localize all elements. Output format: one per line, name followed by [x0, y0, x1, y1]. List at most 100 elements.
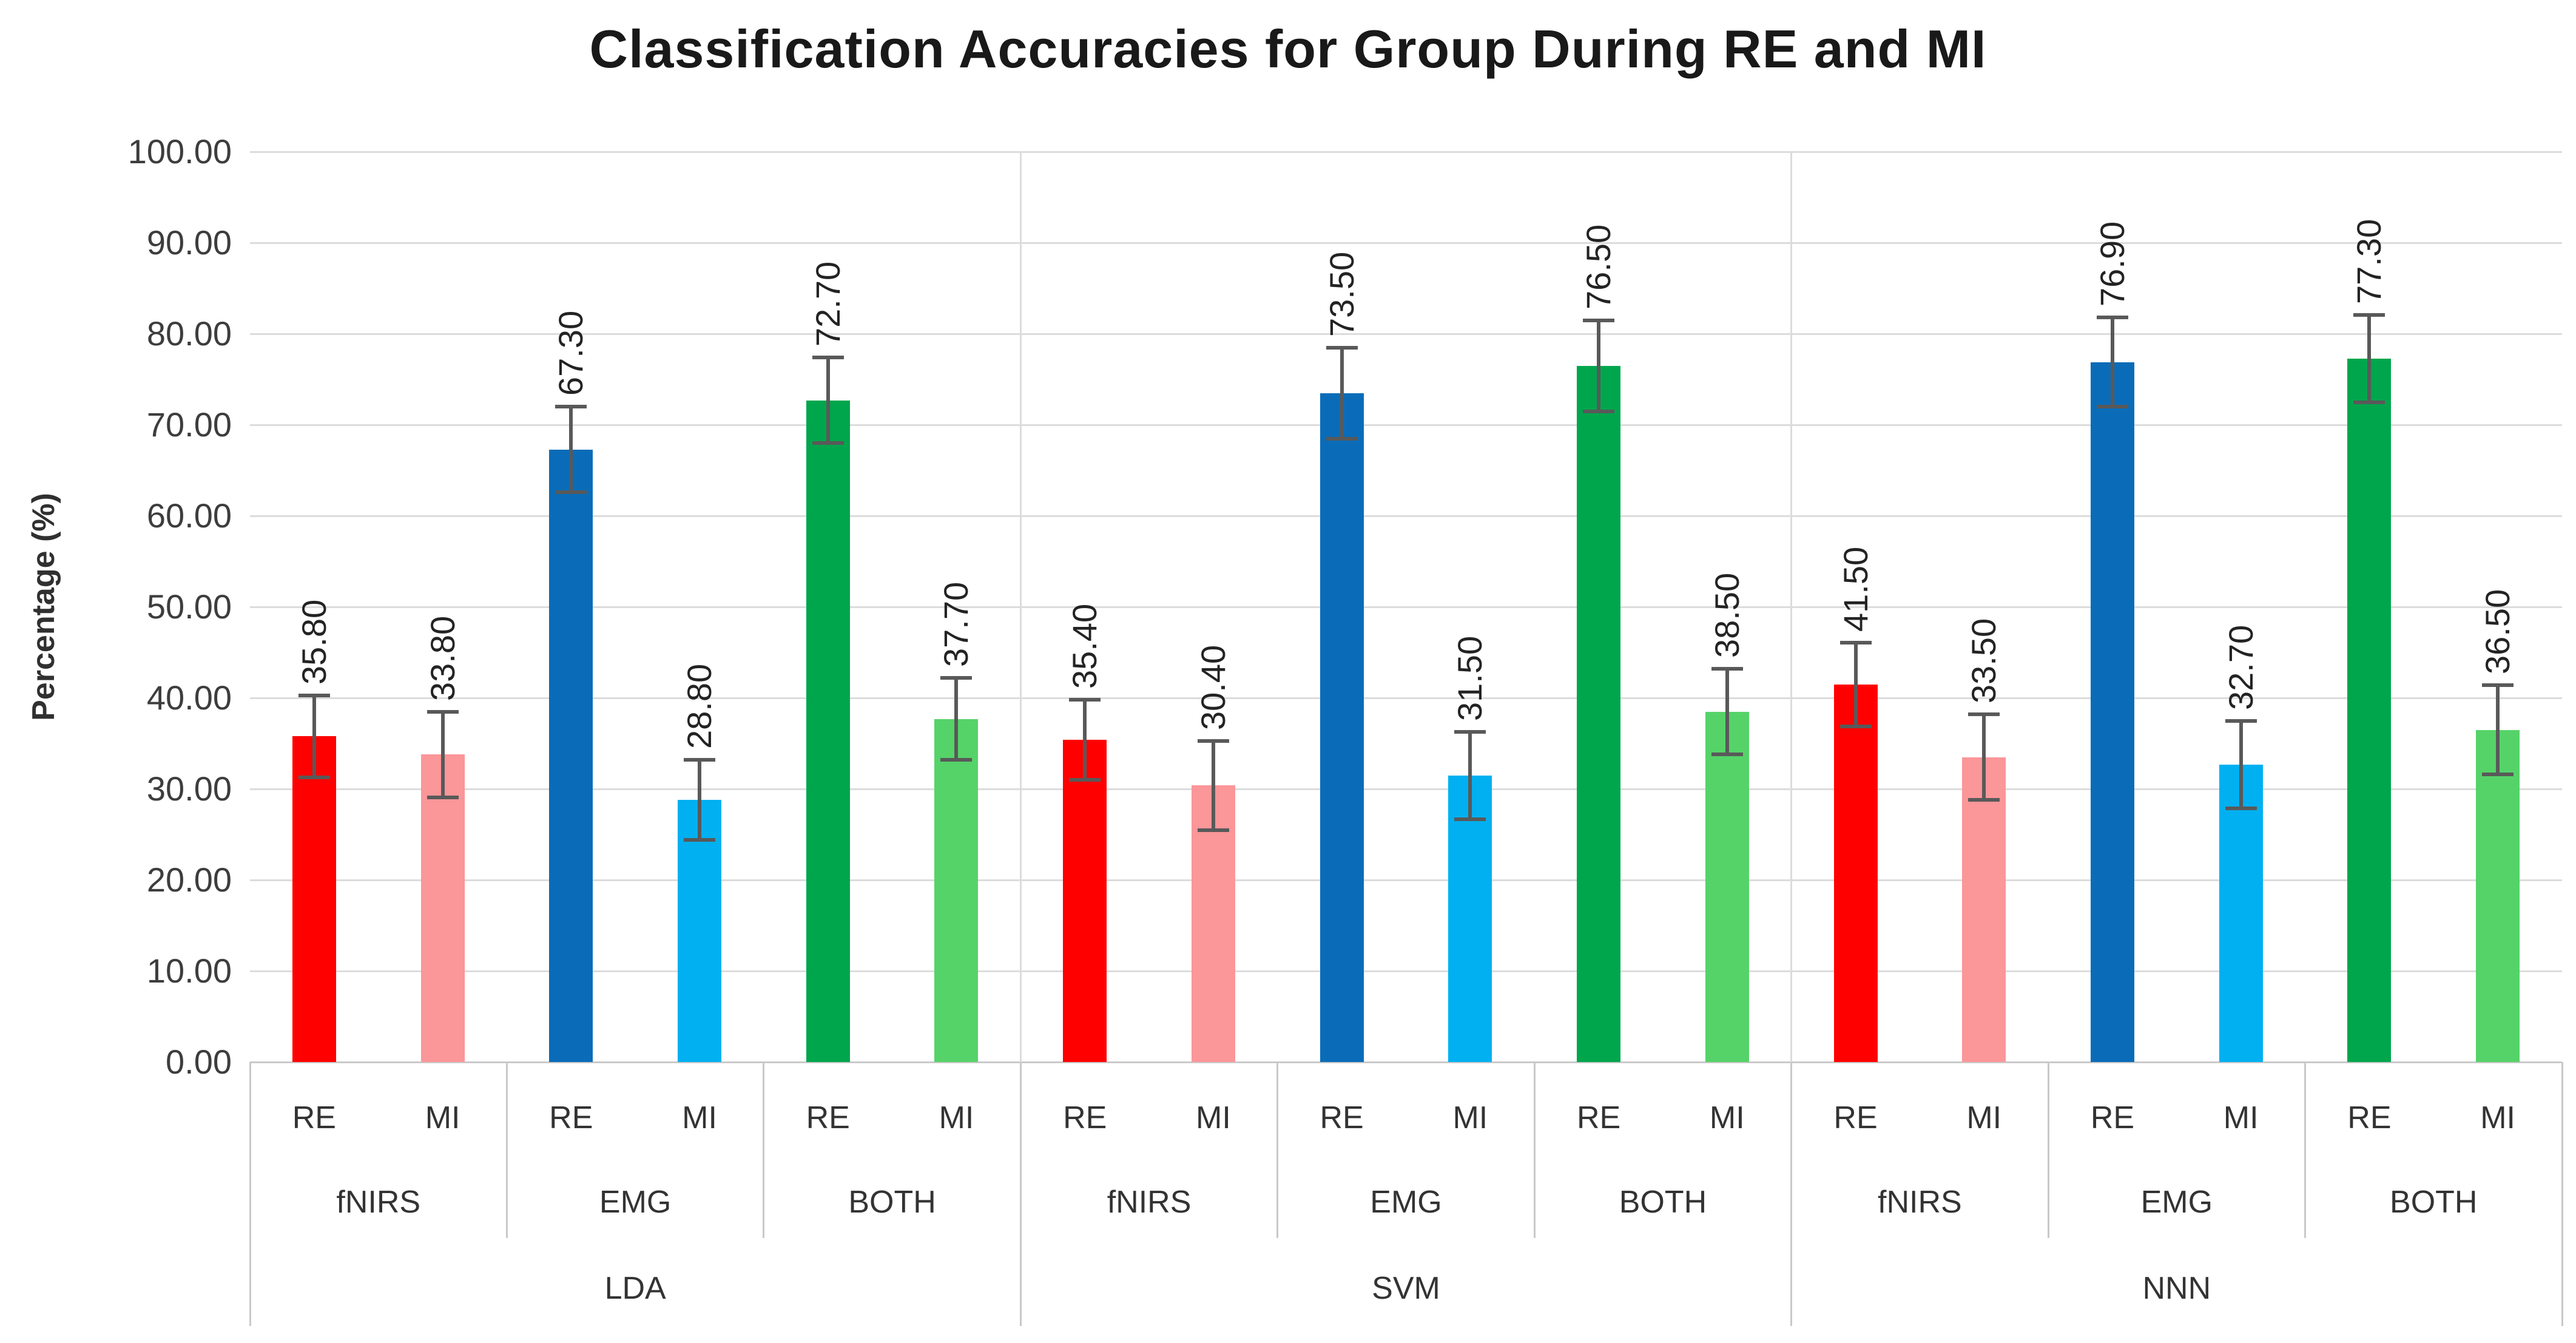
condition-label: MI — [1452, 1100, 1488, 1135]
condition-label: MI — [2223, 1100, 2259, 1135]
error-bar-cap-top — [1711, 667, 1743, 671]
condition-label: MI — [1196, 1100, 1231, 1135]
error-bar-cap-bottom — [940, 758, 973, 762]
error-bar-cap-bottom — [2096, 405, 2128, 408]
bar-svm-emg-re — [1320, 393, 1364, 1062]
gridline — [250, 333, 2562, 335]
error-bar-cap-bottom — [555, 490, 587, 494]
error-bar-cap-top — [1454, 729, 1486, 734]
bar-lda-both-mi — [934, 719, 979, 1062]
x-axis-line — [250, 1061, 2562, 1063]
group-label: SVM — [1372, 1271, 1440, 1306]
error-bar-cap-top — [1583, 318, 1615, 322]
y-tick-label: 0.00 — [166, 1043, 232, 1081]
condition-label: MI — [2480, 1100, 2515, 1135]
condition-label: MI — [939, 1100, 974, 1135]
condition-label: RE — [2090, 1100, 2135, 1135]
bar-nnn-emg-mi — [2219, 764, 2263, 1062]
error-bar-cap-bottom — [812, 441, 844, 445]
gridline — [250, 515, 2562, 517]
error-bar-cap-top — [1326, 345, 1358, 350]
error-bar-line — [1083, 700, 1087, 780]
error-bar-line — [2110, 317, 2114, 407]
error-bar-cap-bottom — [2482, 773, 2514, 776]
bar-nnn-emg-re — [2090, 362, 2134, 1062]
error-bar-line — [2367, 314, 2372, 402]
bar-value-label: 33.50 — [1964, 618, 2003, 703]
error-bar-cap-top — [2096, 316, 2128, 319]
condition-label: RE — [549, 1100, 593, 1135]
error-bar-cap-top — [940, 676, 973, 680]
y-tick-label: 20.00 — [146, 861, 232, 899]
table-group-border — [1790, 1062, 1793, 1326]
subgroup-label: BOTH — [1619, 1185, 1707, 1220]
table-subgroup-border — [505, 1062, 508, 1238]
bar-nnn-both-mi — [2476, 729, 2520, 1062]
bar-value-label: 28.80 — [680, 663, 719, 749]
bar-nnn-both-re — [2347, 358, 2392, 1062]
error-bar-line — [698, 760, 702, 840]
error-bar-cap-bottom — [1968, 798, 2000, 802]
subgroup-label: fNIRS — [336, 1185, 421, 1220]
error-bar-cap-top — [555, 405, 587, 408]
error-bar-cap-bottom — [2353, 400, 2385, 404]
bar-value-label: 33.80 — [423, 615, 462, 701]
gridline — [250, 424, 2562, 426]
group-label: LDA — [604, 1271, 666, 1306]
bar-value-label: 76.50 — [1579, 224, 1618, 310]
y-tick-label: 100.00 — [127, 132, 232, 171]
error-bar-line — [1982, 714, 1986, 800]
bar-value-label: 73.50 — [1322, 251, 1361, 337]
error-bar-line — [1597, 320, 1601, 411]
gridline — [250, 697, 2562, 699]
bar-lda-fnirs-re — [292, 736, 336, 1062]
subgroup-label: EMG — [599, 1185, 672, 1220]
plot-group-separator — [1019, 152, 1022, 1062]
y-tick-label: 30.00 — [146, 770, 232, 808]
error-bar-cap-bottom — [298, 775, 330, 779]
bar-lda-emg-mi — [678, 800, 722, 1062]
error-bar-cap-bottom — [1326, 436, 1358, 441]
bar-lda-emg-re — [549, 449, 593, 1062]
bar-lda-fnirs-mi — [420, 754, 465, 1062]
error-bar-cap-bottom — [1583, 409, 1615, 413]
error-bar-line — [312, 695, 316, 777]
table-group-border — [249, 1062, 251, 1326]
gridline — [250, 970, 2562, 972]
y-tick-label: 70.00 — [146, 405, 232, 444]
gridline — [250, 242, 2562, 244]
subgroup-label: fNIRS — [1878, 1185, 1962, 1220]
bar-value-label: 77.30 — [2350, 218, 2389, 304]
table-subgroup-border — [763, 1062, 765, 1238]
condition-label: RE — [2347, 1100, 2392, 1135]
error-bar-cap-bottom — [1839, 724, 1872, 728]
error-bar-cap-bottom — [684, 838, 716, 842]
condition-label: RE — [806, 1100, 850, 1135]
bar-value-label: 72.70 — [808, 261, 847, 347]
bar-value-label: 31.50 — [1451, 635, 1489, 721]
bar-svm-both-re — [1577, 365, 1621, 1062]
subgroup-label: EMG — [1370, 1185, 1442, 1220]
condition-label: MI — [1966, 1100, 2002, 1135]
error-bar-cap-top — [427, 709, 459, 714]
error-bar-line — [1468, 731, 1472, 819]
error-bar-cap-bottom — [1069, 778, 1101, 782]
error-bar-cap-bottom — [1711, 753, 1743, 756]
error-bar-cap-top — [2353, 313, 2385, 317]
error-bar-cap-top — [1197, 739, 1229, 743]
bar-svm-emg-mi — [1448, 775, 1492, 1062]
condition-label: RE — [292, 1100, 336, 1135]
group-label: NNN — [2142, 1271, 2211, 1306]
bar-svm-both-mi — [1705, 711, 1749, 1062]
error-bar-cap-bottom — [1197, 828, 1229, 832]
y-tick-label: 80.00 — [146, 314, 232, 353]
bar-value-label: 35.40 — [1065, 603, 1104, 689]
gridline — [250, 151, 2562, 153]
error-bar-line — [440, 711, 445, 797]
bar-value-label: 38.50 — [1707, 572, 1746, 658]
error-bar-cap-top — [684, 758, 716, 762]
bar-value-label: 76.90 — [2092, 221, 2131, 306]
condition-label: RE — [1833, 1100, 1878, 1135]
gridline — [250, 606, 2562, 608]
error-bar-cap-top — [1839, 640, 1872, 644]
